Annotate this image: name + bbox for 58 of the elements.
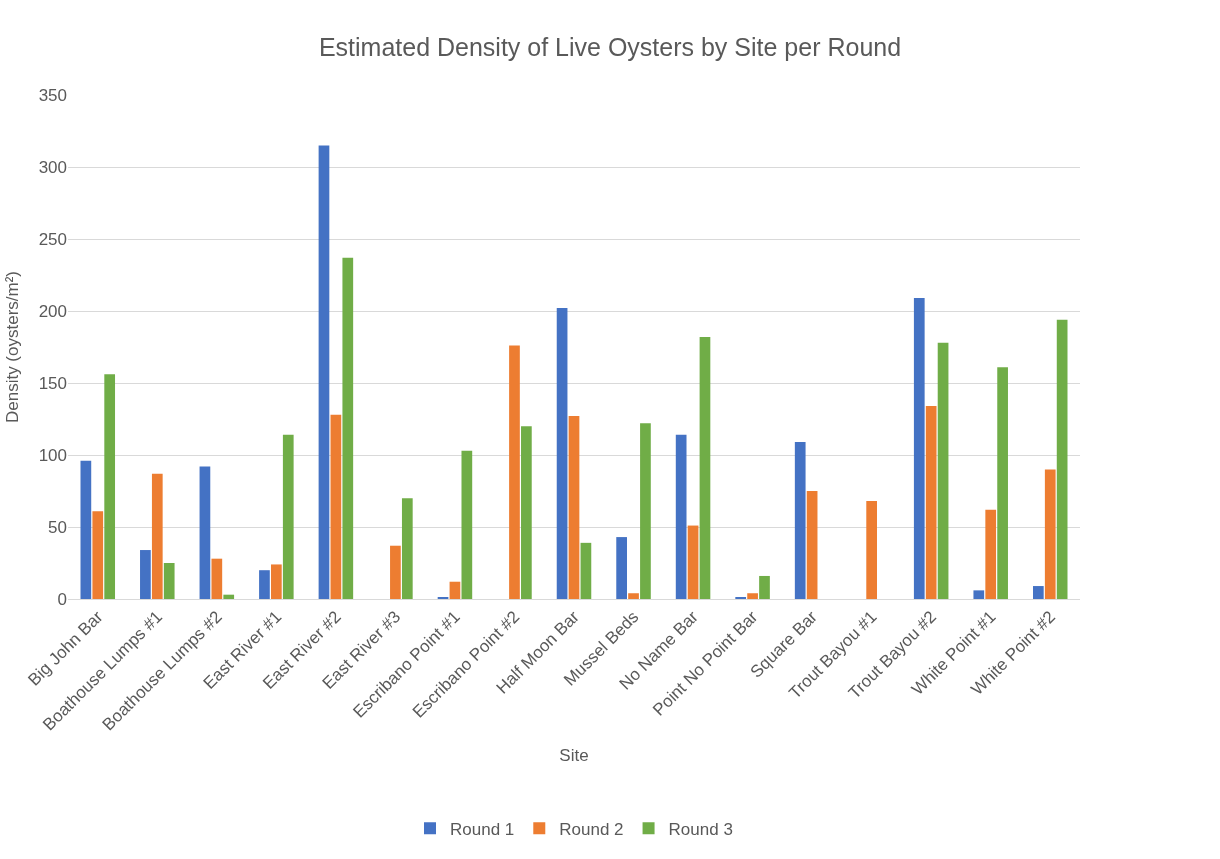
bar: [806, 491, 818, 599]
y-tick-label: 100: [38, 445, 67, 465]
bar: [211, 558, 223, 599]
bar: [687, 525, 699, 599]
bar: [640, 423, 651, 599]
bar: [330, 414, 342, 599]
y-axis-title: Density (oysters/m²): [3, 270, 23, 424]
chart-title: Estimated Density of Live Oysters by Site per Round: [318, 33, 902, 62]
bar: [461, 450, 473, 599]
bar: [271, 564, 282, 599]
x-axis-title: Site: [559, 745, 589, 765]
y-tick-label: 250: [38, 229, 67, 249]
y-tick-label: 150: [38, 373, 67, 393]
bar: [580, 542, 592, 599]
bar: [937, 342, 949, 599]
bar: [104, 374, 116, 599]
bar: [509, 345, 520, 599]
y-tick-label: 50: [48, 517, 67, 537]
bar: [556, 308, 568, 599]
y-tick-label: 200: [38, 301, 67, 321]
bar: [342, 257, 354, 599]
bar: [1032, 586, 1044, 599]
bar: [223, 594, 235, 599]
bar: [521, 426, 532, 599]
bar: [699, 336, 711, 599]
y-tick-label: 0: [57, 589, 67, 609]
bar: [318, 145, 330, 599]
bar: [985, 509, 997, 599]
bar: [925, 406, 937, 599]
bar: [747, 593, 758, 599]
bar: [282, 434, 294, 599]
bar: [1044, 469, 1056, 599]
bar: [163, 563, 175, 599]
legend-label: Round 1: [450, 819, 515, 839]
bar: [866, 501, 877, 599]
bar: [151, 473, 163, 599]
y-tick-label: 350: [38, 85, 67, 105]
bar: [568, 416, 580, 599]
bar: [259, 570, 270, 599]
bar: [199, 466, 211, 599]
bar: [913, 298, 925, 599]
bar: [140, 550, 151, 599]
bar: [616, 537, 627, 599]
bar: [973, 590, 985, 599]
bar: [80, 460, 92, 599]
bar: [759, 575, 770, 599]
bar: [401, 498, 413, 599]
bar: [794, 442, 806, 599]
bar: [449, 581, 461, 599]
bar: [390, 545, 401, 599]
bar: [92, 511, 104, 599]
bar: [1056, 319, 1068, 599]
bar: [997, 367, 1008, 599]
bar: [675, 434, 687, 599]
legend-label: Round 2: [559, 819, 624, 839]
y-tick-label: 300: [38, 157, 67, 177]
bar: [628, 593, 639, 599]
legend-label: Round 3: [668, 819, 733, 839]
